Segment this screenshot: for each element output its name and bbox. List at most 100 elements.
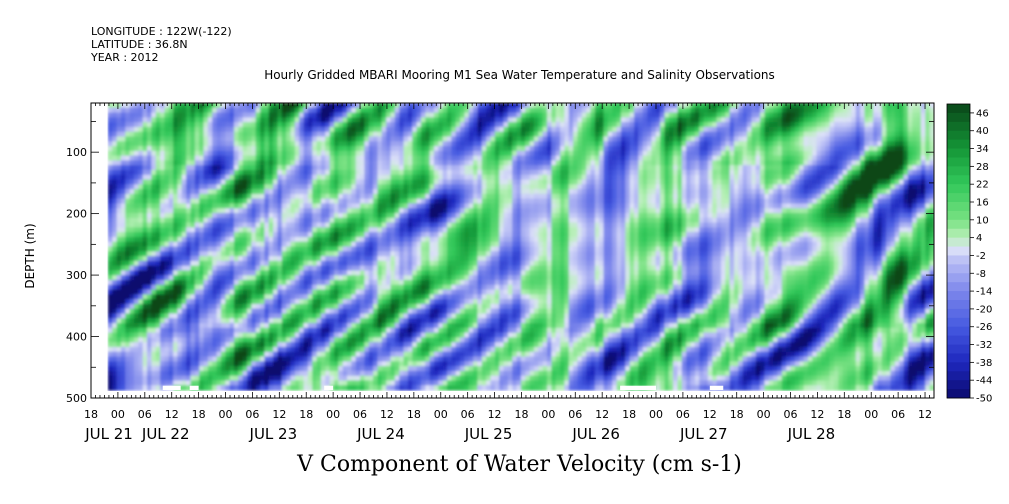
heat-cell (447, 366, 452, 372)
heat-cell (242, 342, 248, 348)
heat-cell (442, 174, 448, 181)
heat-cell (386, 184, 392, 190)
heat-cell (307, 265, 313, 272)
heat-cell (307, 370, 313, 377)
heat-cell (290, 232, 296, 238)
heat-cell (155, 184, 161, 190)
heat-cell (412, 279, 418, 286)
heat-cell (312, 318, 318, 324)
heat-cell (407, 366, 413, 372)
heat-cell (381, 213, 387, 219)
heat-cell (164, 174, 170, 181)
heat-cell (407, 284, 413, 291)
heat-cell (416, 370, 422, 377)
heat-cell (225, 103, 231, 109)
heat-cell (251, 337, 257, 343)
heat-cell (394, 370, 400, 377)
heat-cell (390, 107, 396, 114)
heat-cell (225, 385, 231, 391)
heat-cell (325, 356, 331, 362)
heat-cell (307, 174, 313, 181)
heat-cell (447, 342, 452, 348)
heat-cell (142, 160, 148, 166)
heat-cell (160, 193, 166, 200)
heat-cell (347, 217, 352, 224)
heat-cell (107, 217, 113, 224)
heat-cell (129, 107, 135, 114)
heat-cell (220, 217, 226, 224)
heat-cell (368, 318, 374, 324)
heat-cell (360, 346, 366, 353)
heat-cell (377, 136, 383, 142)
heat-cell (133, 380, 139, 386)
heat-cell (164, 107, 170, 114)
heat-cell (368, 351, 374, 358)
heat-cell (342, 303, 348, 310)
heat-cell (455, 327, 461, 334)
heat-cell (173, 275, 179, 281)
heat-cell (377, 112, 383, 118)
heat-cell (260, 131, 266, 138)
heat-cell (333, 323, 339, 329)
heat-cell (386, 112, 392, 118)
heat-cell (451, 169, 457, 176)
heat-cell (403, 375, 409, 382)
heat-cell (281, 337, 287, 343)
heat-cell (129, 146, 135, 152)
heat-cell (451, 141, 457, 147)
heat-cell (212, 279, 218, 286)
heat-cell (455, 122, 461, 128)
heat-cell (320, 370, 326, 377)
heat-cell (255, 179, 261, 185)
heat-cell (451, 165, 457, 171)
heat-cell (207, 370, 213, 377)
heat-cell (407, 251, 413, 257)
heat-cell (373, 141, 379, 147)
heat-cell (207, 279, 213, 286)
heat-cell (277, 323, 283, 329)
heat-cell (199, 198, 205, 205)
heat-cell (403, 126, 409, 133)
heat-cell (294, 342, 300, 348)
heat-cell (160, 265, 166, 272)
heat-cell (155, 165, 161, 171)
heat-cell (107, 270, 113, 276)
heat-cell (425, 351, 431, 358)
heat-cell (355, 146, 361, 152)
heat-cell (355, 284, 361, 291)
heat-cell (399, 126, 405, 133)
heat-cell (329, 141, 335, 147)
heat-cell (212, 375, 218, 382)
heat-cell (194, 270, 200, 276)
heat-cell (451, 146, 457, 152)
heat-cell (425, 256, 431, 262)
heat-cell (173, 208, 179, 214)
heat-cell (364, 308, 370, 315)
heat-cell (425, 241, 431, 248)
heat-cell (277, 332, 283, 338)
heat-cell (355, 366, 361, 372)
heat-cell (216, 251, 222, 257)
heat-cell (286, 141, 292, 147)
heat-cell (238, 308, 244, 315)
heat-cell (290, 275, 296, 281)
heat-cell (403, 208, 409, 214)
heat-cell (377, 131, 383, 138)
heat-cell (455, 107, 461, 114)
heat-cell (420, 342, 426, 348)
heat-cell (299, 179, 305, 185)
heat-cell (177, 160, 183, 166)
heat-cell (260, 179, 266, 185)
heat-cell (268, 222, 274, 228)
heat-cell (190, 179, 196, 185)
heat-cell (403, 284, 409, 291)
heat-cell (303, 193, 309, 200)
heat-cell (420, 155, 426, 161)
heat-cell (242, 289, 248, 295)
heat-cell (281, 385, 287, 391)
heat-cell (386, 122, 392, 128)
heat-cell (125, 146, 131, 152)
heat-cell (338, 308, 344, 315)
heat-cell (377, 117, 383, 123)
heat-cell (133, 136, 139, 142)
